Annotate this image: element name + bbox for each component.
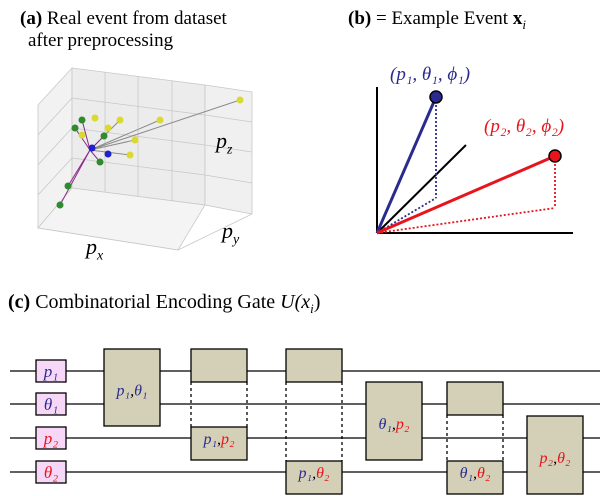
gate-5-upper [446, 381, 504, 416]
panel-a-caption: (a) Real event from dataset [20, 8, 227, 29]
axis-x-sub: x [97, 248, 104, 264]
gate-4 [365, 381, 423, 461]
panel-b-caption: (b) = Example Event xi [348, 8, 526, 35]
gate-5-lower [446, 460, 504, 495]
panel-b-symbol-sub: i [522, 16, 526, 32]
axis-z-p: p [216, 128, 227, 153]
panel-a-axis-y-label: py [222, 218, 239, 248]
wire-label-box-4 [35, 460, 67, 484]
wire-label-2: θ₁ [44, 395, 58, 414]
axis-x-p: p [86, 234, 97, 259]
wire-label-box-1 [35, 359, 67, 383]
gate-1 [103, 348, 161, 427]
axis-y-sub: y [233, 232, 240, 248]
panel-b-title: = Example Event [375, 8, 509, 29]
panel-a-tag: (a) [20, 8, 43, 29]
panel-b-vector-1-label: (p₁, θ₁, ϕ₁) [390, 64, 471, 85]
gate-4-label: θ₁,p₂ [379, 416, 410, 433]
panel-a-title-line2: after preprocessing [28, 30, 174, 51]
axis-y-p: p [222, 218, 233, 243]
gate-1-label: p₁,θ₁ [116, 383, 148, 400]
wire-label-4: θ₂ [44, 463, 58, 482]
gate-3-label: p₁,θ₂ [298, 465, 330, 482]
wire-label-box-3 [35, 426, 67, 450]
panel-c-tag: (c) [8, 291, 31, 313]
gate-2-label: p₁,p₂ [202, 431, 235, 448]
gate-6-label: p₂,θ₂ [539, 450, 571, 467]
panel-b-vector-2-label: (p₂, θ₂, ϕ₂) [484, 116, 565, 137]
gate-5-label: θ₁,θ₂ [460, 465, 491, 482]
panel-c-caption: (c) Combinatorial Encoding Gate U(xi) [8, 292, 320, 319]
panel-b-symbol: x [512, 8, 523, 29]
panel-a-title-line1: Real event from dataset [46, 8, 227, 29]
panel-b-tag: (b) [348, 8, 372, 29]
gate-6 [526, 415, 584, 495]
panel-a-axis-z-label: pz [216, 128, 232, 158]
gate-3-upper [285, 348, 343, 383]
panel-c-title: Combinatorial Encoding Gate [35, 291, 276, 313]
wire-label-box-2 [35, 392, 67, 416]
panel-c-symbol-close: ) [313, 291, 321, 313]
panel-a-axis-x-label: px [86, 234, 103, 264]
gate-3-lower [285, 460, 343, 495]
panel-c-symbol: U(x [280, 291, 311, 313]
axis-z-sub: z [227, 142, 233, 158]
wire-label-3: p₂ [43, 429, 59, 448]
gate-2-upper [190, 348, 248, 383]
wire-label-1: p₁ [43, 362, 58, 381]
gate-2-lower [190, 426, 248, 461]
panel-c-symbol-sub: i [310, 301, 314, 316]
